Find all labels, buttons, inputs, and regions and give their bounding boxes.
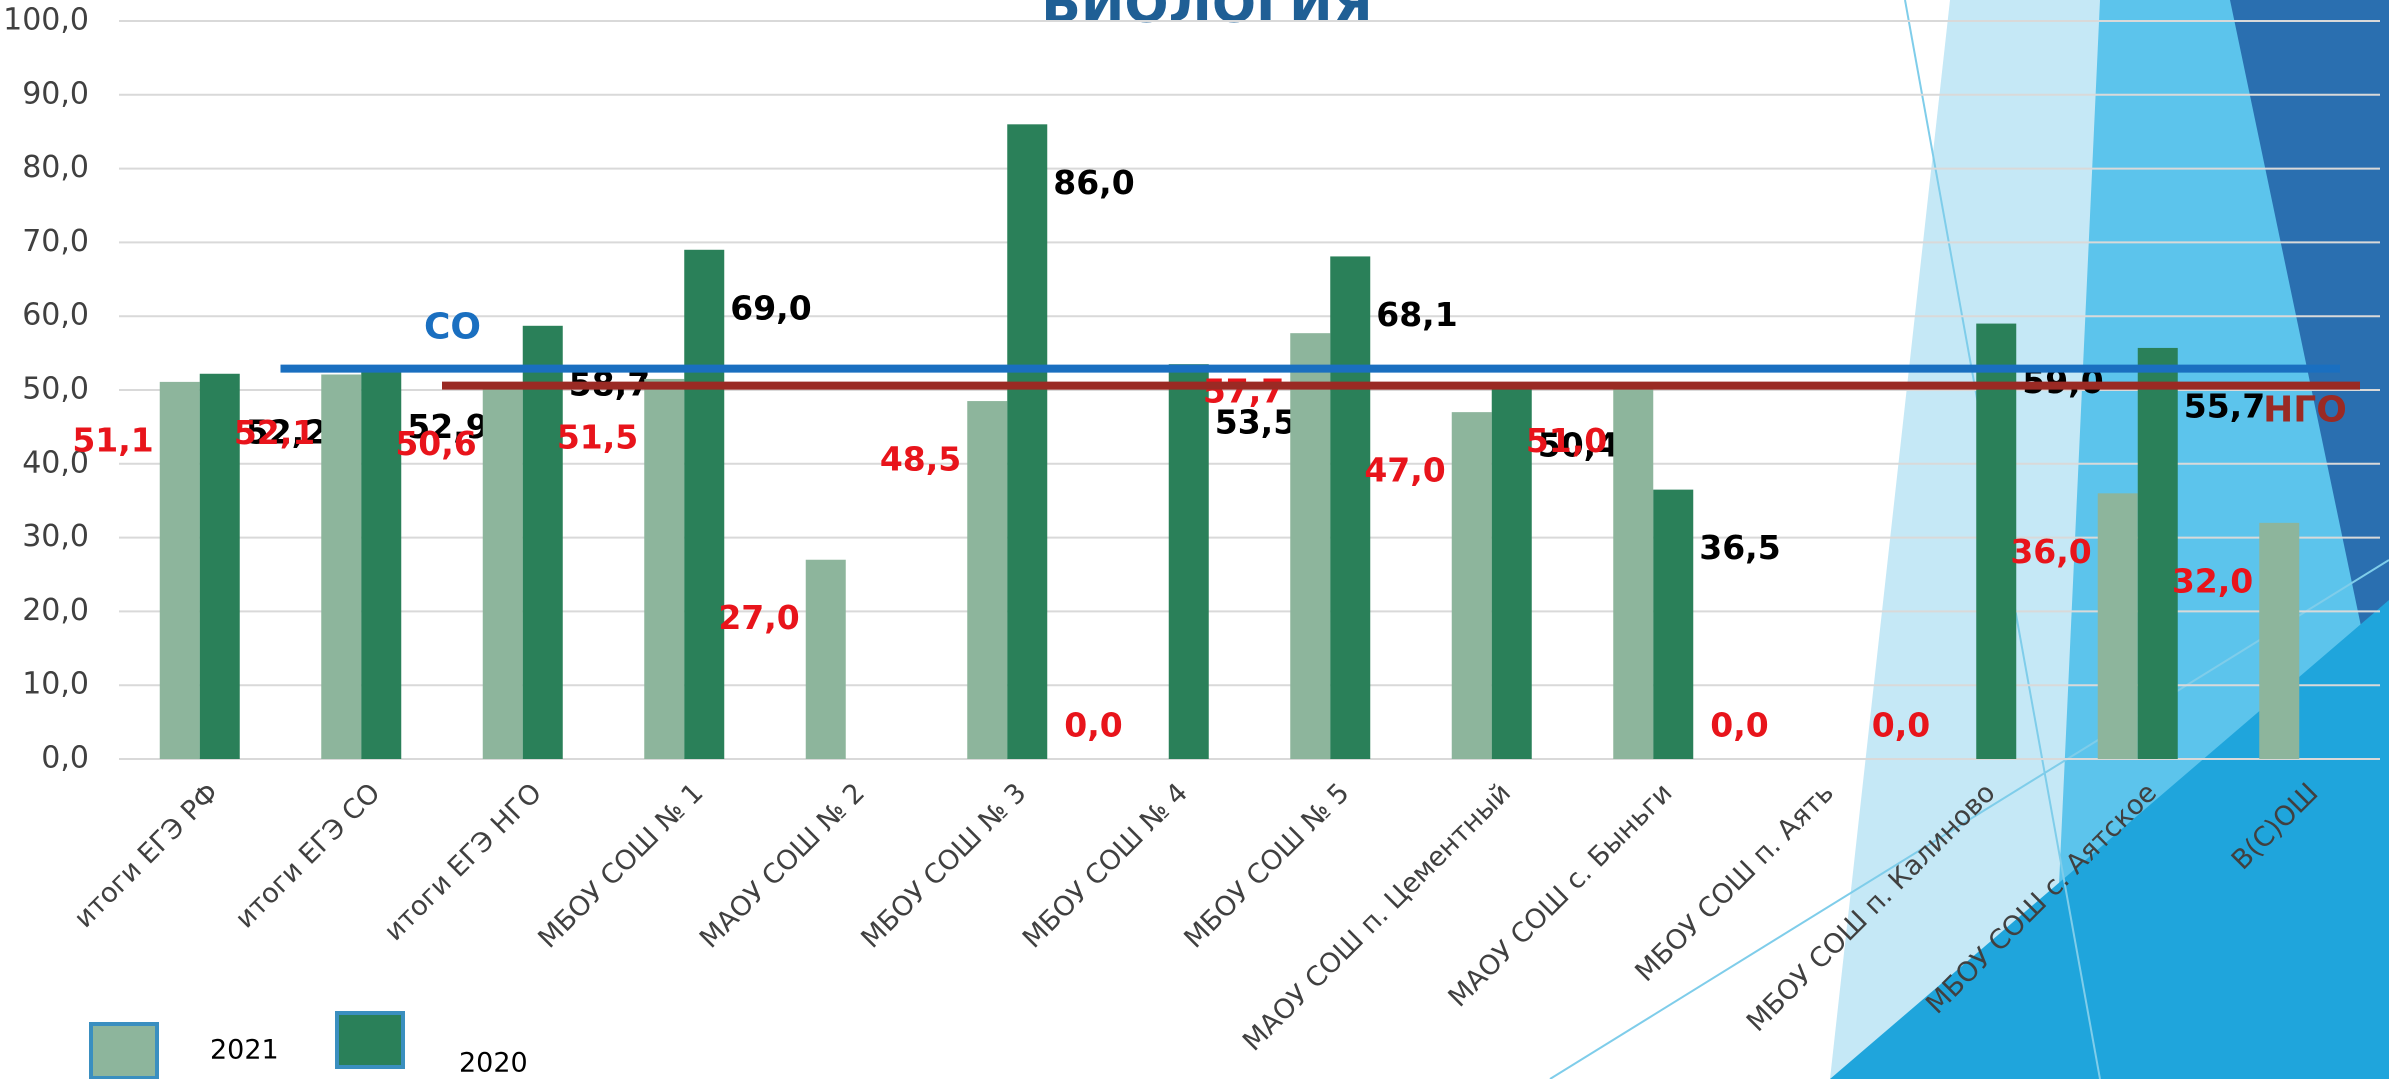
data-label: 52,1 bbox=[234, 413, 315, 452]
bg-line bbox=[1549, 559, 2389, 1079]
bar bbox=[1168, 364, 1209, 759]
x-tick-label: МАОУ СОШ № 2 bbox=[694, 777, 871, 954]
data-label: 48,5 bbox=[880, 440, 961, 479]
data-label: 50,6 bbox=[395, 424, 476, 463]
y-tick-label: 90,0 bbox=[22, 76, 89, 111]
background-decoration bbox=[1549, 0, 2389, 1079]
bar bbox=[321, 374, 362, 759]
reference-label: СО bbox=[424, 307, 481, 348]
bar bbox=[1330, 256, 1371, 759]
data-label: 51,0 bbox=[1526, 421, 1607, 460]
data-label: 52,2 bbox=[246, 412, 327, 451]
data-label: 68,1 bbox=[1376, 295, 1457, 334]
y-tick-label: 70,0 bbox=[22, 224, 89, 259]
y-tick-label: 20,0 bbox=[22, 593, 89, 628]
legend-label: 2021 bbox=[210, 1035, 279, 1066]
x-tick-label: МБОУ СОШ № 4 bbox=[1017, 777, 1194, 954]
y-tick-label: 30,0 bbox=[22, 519, 89, 554]
data-label: 55,7 bbox=[2184, 386, 2265, 425]
y-tick-label: 0,0 bbox=[41, 741, 89, 776]
x-tick-label: МБОУ СОШ № 3 bbox=[855, 777, 1032, 954]
bar bbox=[2259, 522, 2300, 759]
data-label: 51,1 bbox=[72, 420, 153, 459]
data-label: 32,0 bbox=[2172, 561, 2253, 600]
data-label: 51,5 bbox=[557, 417, 638, 456]
x-tick-label: итоги ЕГЭ НГО bbox=[378, 777, 548, 947]
y-tick-label: 10,0 bbox=[22, 667, 89, 702]
bar bbox=[1653, 489, 1694, 759]
bar bbox=[1451, 412, 1492, 759]
bar bbox=[684, 249, 725, 759]
reference-label: НГО bbox=[2263, 390, 2347, 431]
bar bbox=[2097, 493, 2138, 759]
chart-title: БИОЛОГИЯ bbox=[1041, 0, 1372, 35]
y-tick-label: 60,0 bbox=[22, 298, 89, 333]
data-label: 86,0 bbox=[1053, 163, 1134, 202]
x-tick-label: МБОУ СОШ № 1 bbox=[532, 777, 709, 954]
data-label: 69,0 bbox=[730, 288, 811, 327]
bar bbox=[1290, 333, 1331, 759]
data-label: 27,0 bbox=[718, 598, 799, 637]
bar bbox=[1491, 387, 1532, 759]
bar bbox=[1007, 124, 1048, 759]
data-label: 0,0 bbox=[1064, 706, 1122, 745]
data-label: 36,0 bbox=[2010, 532, 2091, 571]
bg-shape bbox=[1830, 600, 2389, 1079]
bar bbox=[644, 378, 685, 759]
bar bbox=[967, 401, 1008, 759]
x-tick-label: итоги ЕГЭ РФ bbox=[68, 777, 225, 934]
bar bbox=[1613, 382, 1654, 759]
bar bbox=[199, 373, 240, 759]
y-tick-label: 40,0 bbox=[22, 445, 89, 480]
y-tick-label: 100,0 bbox=[3, 3, 89, 38]
data-label: 0,0 bbox=[1872, 706, 1930, 745]
data-label: 50,4 bbox=[1538, 426, 1619, 465]
x-tick-label: итоги ЕГЭ СО bbox=[229, 777, 386, 934]
bg-shape bbox=[2230, 0, 2389, 760]
bar bbox=[361, 368, 402, 759]
bar bbox=[522, 325, 563, 759]
y-tick-label: 80,0 bbox=[22, 150, 89, 185]
data-label: 57,7 bbox=[1203, 372, 1284, 411]
data-label: 52,9 bbox=[407, 407, 488, 446]
data-label: 36,5 bbox=[1699, 528, 1780, 567]
bar bbox=[482, 385, 523, 759]
bar bbox=[159, 381, 200, 759]
x-tick-label: МБОУ СОШ № 5 bbox=[1178, 777, 1355, 954]
bar bbox=[1976, 323, 2017, 759]
data-label: 0,0 bbox=[1710, 706, 1768, 745]
legend-swatch bbox=[89, 1022, 159, 1079]
bar bbox=[805, 559, 846, 759]
bar bbox=[2137, 347, 2178, 759]
data-label: 47,0 bbox=[1364, 451, 1445, 490]
legend-swatch bbox=[335, 1011, 405, 1069]
x-tick-label: МАОУ СОШ п. Цементный bbox=[1237, 777, 1517, 1057]
legend-label: 2020 bbox=[459, 1048, 528, 1079]
y-tick-label: 50,0 bbox=[22, 372, 89, 407]
data-label: 53,5 bbox=[1215, 403, 1296, 442]
